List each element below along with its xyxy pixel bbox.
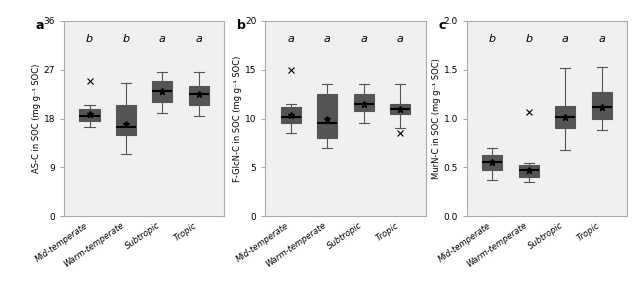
PathPatch shape [116, 105, 136, 135]
Text: a: a [195, 34, 202, 44]
Y-axis label: F-GlcN-C in SOC (mg g⁻¹ SOC): F-GlcN-C in SOC (mg g⁻¹ SOC) [233, 55, 242, 182]
Text: a: a [562, 34, 569, 44]
Text: b: b [525, 34, 532, 44]
Text: b: b [489, 34, 496, 44]
Text: a: a [324, 34, 331, 44]
PathPatch shape [354, 94, 374, 111]
Y-axis label: AS-C in SOC (mg g⁻¹ SOC): AS-C in SOC (mg g⁻¹ SOC) [32, 64, 41, 173]
Y-axis label: MurN-C in SOC (mg g⁻¹ SOC): MurN-C in SOC (mg g⁻¹ SOC) [432, 58, 441, 179]
Text: a: a [35, 19, 44, 32]
PathPatch shape [390, 104, 410, 114]
PathPatch shape [483, 154, 502, 170]
PathPatch shape [556, 106, 575, 128]
PathPatch shape [79, 109, 100, 121]
Text: a: a [287, 34, 294, 44]
Text: a: a [159, 34, 166, 44]
PathPatch shape [281, 107, 301, 123]
Text: b: b [86, 34, 93, 44]
Text: a: a [360, 34, 367, 44]
Text: b: b [122, 34, 129, 44]
Text: c: c [438, 19, 445, 32]
Text: b: b [237, 19, 246, 32]
PathPatch shape [152, 81, 172, 102]
PathPatch shape [317, 94, 337, 138]
Text: a: a [598, 34, 605, 44]
PathPatch shape [591, 92, 612, 118]
PathPatch shape [189, 86, 209, 105]
Text: a: a [397, 34, 404, 44]
PathPatch shape [519, 165, 539, 177]
